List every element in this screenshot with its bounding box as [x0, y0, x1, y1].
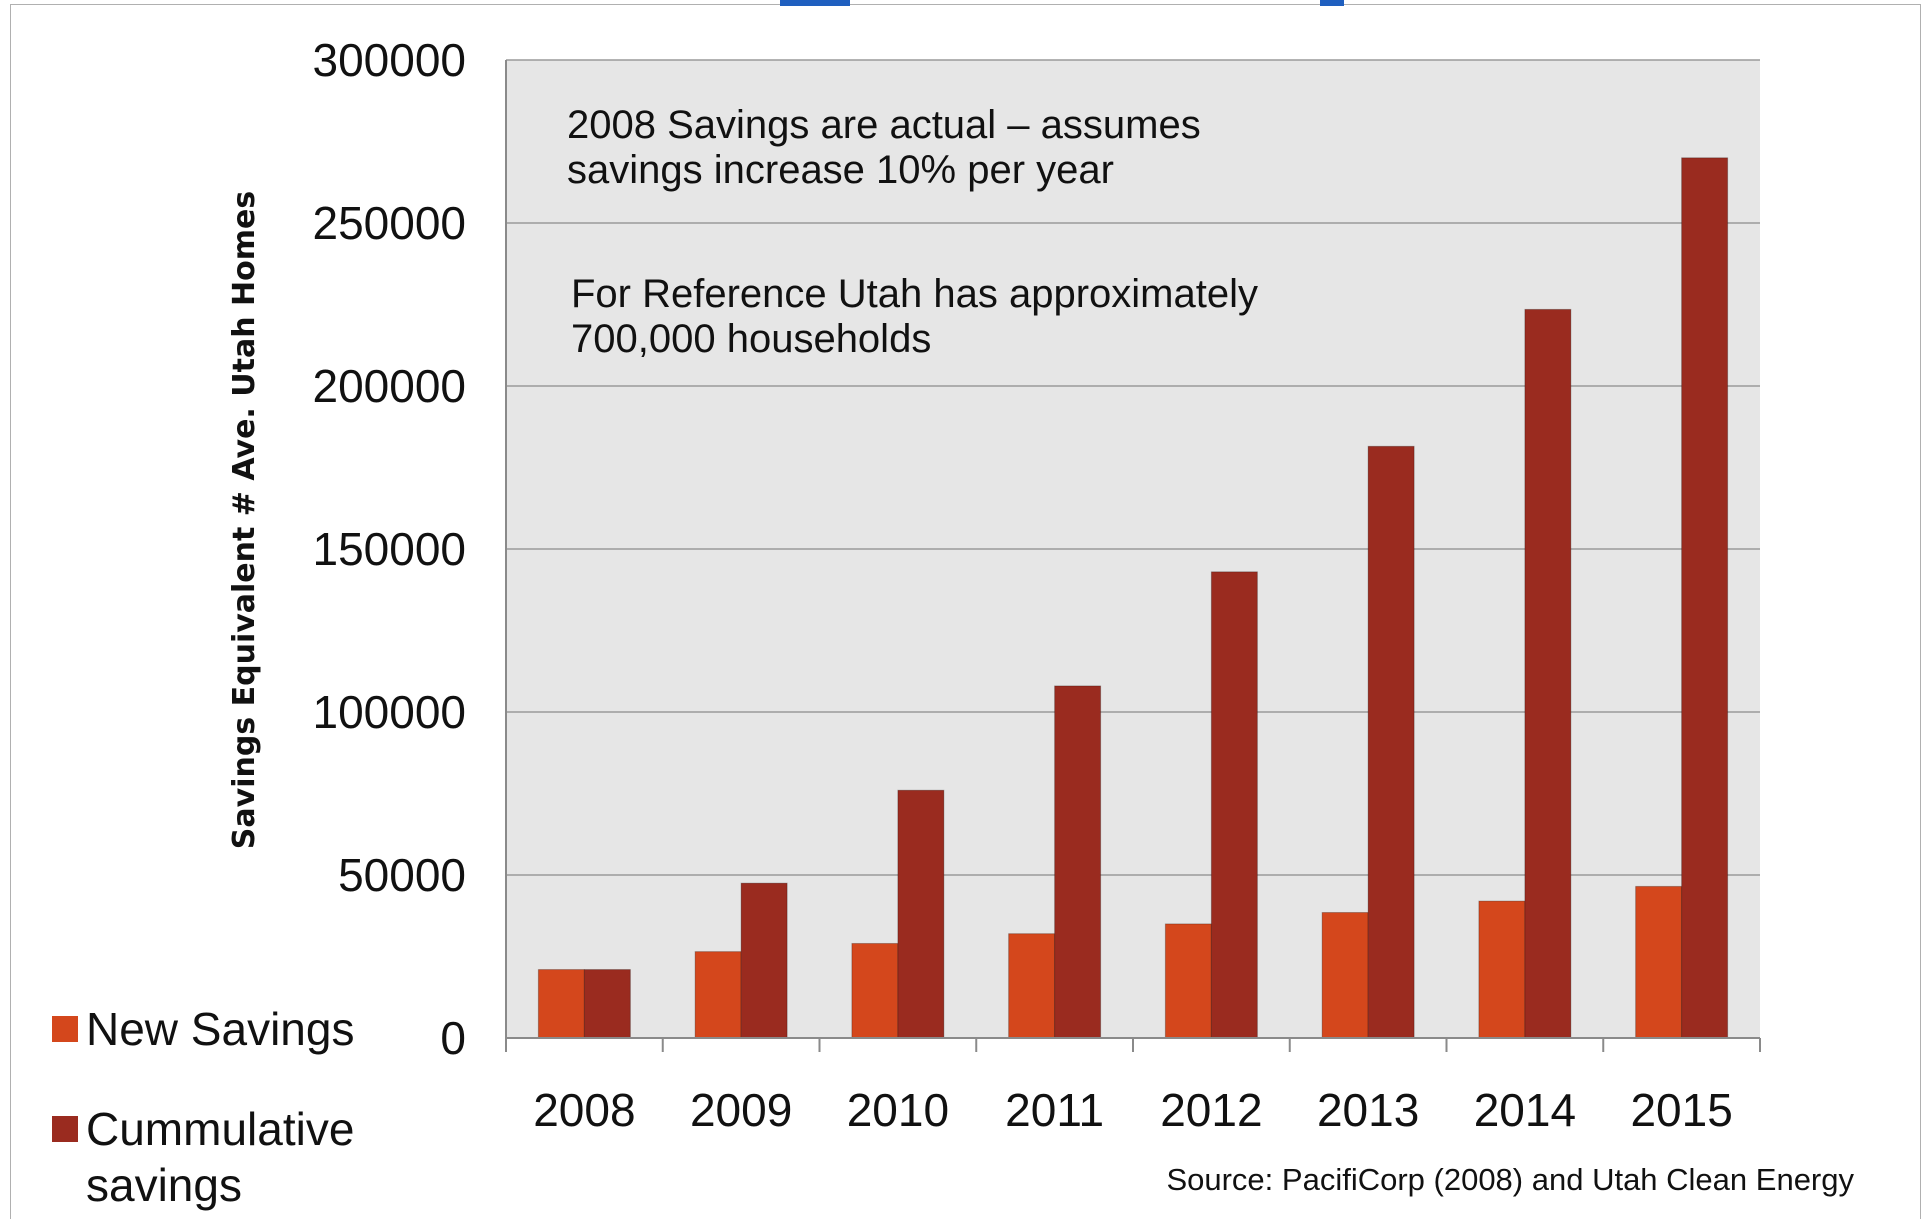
x-tick-label: 2008	[533, 1084, 635, 1136]
bar-new-savings-2008	[537, 969, 585, 1039]
y-tick-label: 150000	[313, 523, 467, 575]
bar-new-savings-2012	[1164, 923, 1212, 1039]
y-tick-label: 100000	[313, 686, 467, 738]
x-tick-label: 2014	[1474, 1084, 1576, 1136]
top-decoration	[1320, 0, 1344, 6]
annotation-reference-line-1: For Reference Utah has approximately	[571, 272, 1258, 316]
x-tick-labels: 2008 2009 2010 2011 2012 2013 2014 2015	[533, 1084, 1733, 1136]
bar-new-savings-2015	[1635, 885, 1683, 1039]
top-decoration	[780, 0, 850, 6]
bar-new-savings-2011	[1008, 933, 1056, 1039]
bar-cumulative-savings-2011	[1054, 685, 1102, 1039]
bar-new-savings-2009	[694, 951, 742, 1039]
y-axis-label: Savings Equivalent # Ave. Utah Homes	[227, 191, 262, 849]
bar-new-savings-2010	[851, 942, 899, 1039]
x-tick-label: 2011	[1005, 1084, 1104, 1136]
bar-cumulative-savings-2010	[897, 789, 945, 1039]
y-tick-label: 50000	[338, 849, 466, 901]
legend-swatch-cumulative-savings	[52, 1116, 78, 1142]
bar-cumulative-savings-2014	[1524, 308, 1572, 1039]
x-tick-label: 2009	[690, 1084, 792, 1136]
legend-label-new-savings: New Savings	[86, 1003, 354, 1055]
y-tick-label: 200000	[313, 360, 467, 412]
bar-cumulative-savings-2015	[1681, 157, 1729, 1039]
x-tick-label: 2012	[1160, 1084, 1262, 1136]
annotation-actual-line-2: savings increase 10% per year	[567, 148, 1114, 192]
annotation-actual-line-1: 2008 Savings are actual – assumes	[567, 103, 1201, 147]
legend: New Savings Cummulative savings	[52, 1003, 354, 1211]
x-tick-label: 2010	[847, 1084, 949, 1136]
bar-cumulative-savings-2013	[1367, 445, 1415, 1039]
legend-swatch-new-savings	[52, 1016, 78, 1042]
annotation-reference-line-2: 700,000 households	[571, 317, 931, 361]
x-tick-label: 2013	[1317, 1084, 1419, 1136]
bars	[537, 157, 1729, 1039]
bar-cumulative-savings-2009	[740, 882, 788, 1039]
y-tick-label: 300000	[313, 34, 467, 86]
y-tick-labels: 0 50000 100000 150000 200000 250000 300000	[313, 34, 467, 1064]
source-note: Source: PacifiCorp (2008) and Utah Clean…	[1166, 1162, 1854, 1197]
y-tick-label: 250000	[313, 197, 467, 249]
bar-cumulative-savings-2012	[1210, 571, 1258, 1039]
axes	[505, 60, 1761, 1052]
bar-cumulative-savings-2008	[583, 969, 631, 1039]
bar-new-savings-2013	[1321, 911, 1369, 1039]
x-tick-label: 2015	[1630, 1084, 1732, 1136]
bar-new-savings-2014	[1478, 900, 1526, 1039]
y-tick-label: 0	[440, 1012, 466, 1064]
legend-label-cumulative-savings: Cummulative savings	[86, 1103, 354, 1211]
